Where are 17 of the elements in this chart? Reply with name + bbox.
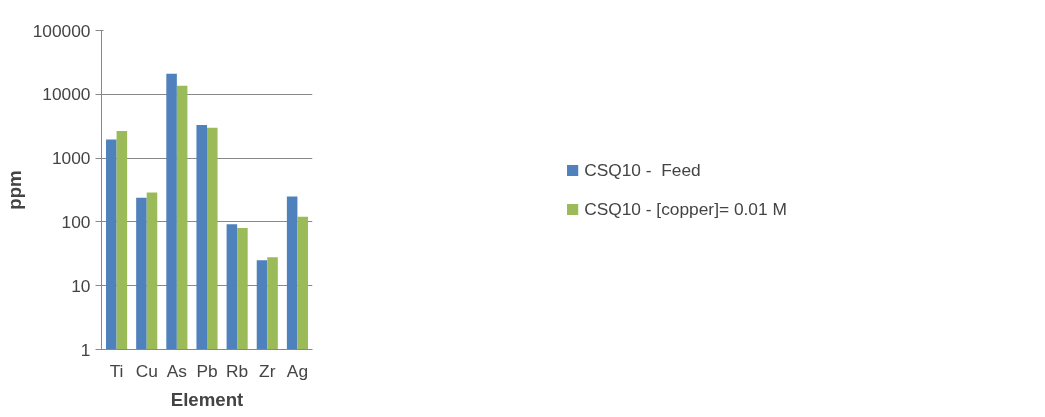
x-tick-label: Ti xyxy=(109,360,124,381)
y-tick-label: 10000 xyxy=(42,84,91,105)
x-tick-label: Rb xyxy=(226,360,249,381)
legend-label: CSQ10 - [copper]= 0.01 M xyxy=(584,198,787,220)
y-tick-label: 100000 xyxy=(32,20,91,41)
legend-label: CSQ10 - Feed xyxy=(584,159,701,181)
y-tick-label: 1000 xyxy=(51,148,91,169)
y-axis-title: ppm xyxy=(3,170,25,210)
y-tick-label: 1 xyxy=(80,339,91,360)
y-tick-label: 10 xyxy=(71,275,91,296)
x-tick-label: Ag xyxy=(286,360,309,381)
x-tick-label: As xyxy=(166,360,188,381)
x-axis-title: Element xyxy=(170,388,244,410)
y-tick-label: 100 xyxy=(61,211,91,232)
x-tick-label: Pb xyxy=(196,360,218,381)
x-tick-label: Zr xyxy=(259,360,276,381)
x-tick-label: Cu xyxy=(135,360,158,381)
